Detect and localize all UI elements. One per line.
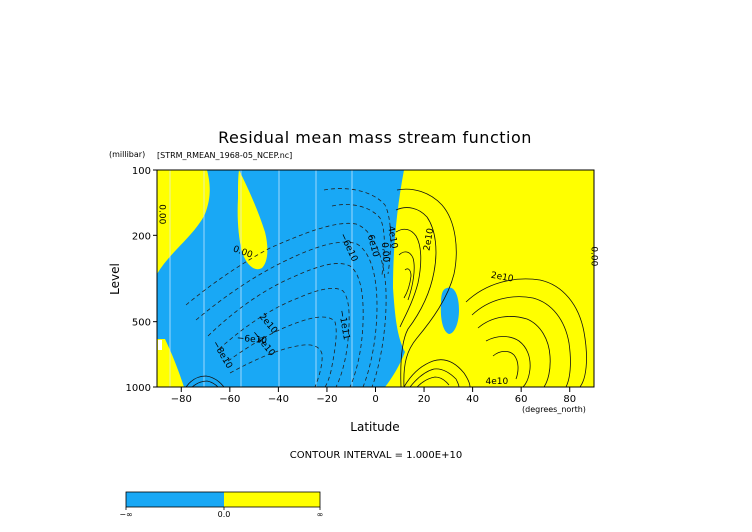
y-tick-label: 500 [132, 318, 151, 329]
northern-contour-5 [403, 268, 412, 299]
white-boundary-notch [158, 340, 162, 350]
colorbar-positive [224, 492, 320, 507]
northeastern-contour-2 [471, 296, 571, 387]
x-tick-label: −40 [268, 394, 289, 405]
x-unit-label: (degrees_north) [522, 405, 586, 414]
x-tick-label: 40 [466, 394, 479, 405]
northern-contour-3 [395, 228, 422, 328]
negative-north-cell [440, 287, 459, 334]
southern-dashed-contour-2 [195, 241, 378, 387]
southern-dashed-contour-5 [227, 316, 337, 387]
southern-dashed-contour-3 [207, 263, 364, 387]
northeastern-contour-3 [477, 316, 551, 387]
contour-label: 2e10 [422, 227, 436, 251]
equatorial-dashed-contour-1 [323, 188, 392, 275]
negative-fill-region [157, 170, 405, 387]
contour-field [157, 170, 594, 387]
chart-subtitle: [STRM_RMEAN_1968-05_NCEP.nc] [157, 151, 292, 160]
x-tick-label: −80 [171, 394, 192, 405]
colorbar-label-negative: −∞ [119, 510, 132, 519]
chart-title: Residual mean mass stream function [218, 128, 532, 147]
northern-contour-2 [395, 207, 437, 387]
surface-contour-2 [409, 368, 460, 387]
surface-contour-1 [403, 359, 471, 387]
northeastern-contour-5 [492, 350, 519, 380]
contour-label: 0.00 [156, 204, 166, 224]
contour-label: 4e10 [486, 377, 509, 387]
vertical-grid [169, 170, 353, 387]
southern-surface-contour-2 [191, 380, 219, 387]
y-tick-label: 1000 [126, 383, 151, 394]
x-axis: −80 −60 −40 −20 0 20 40 60 80 [171, 387, 576, 405]
northern-contour-1 [396, 188, 457, 387]
x-tick-label: −60 [219, 394, 240, 405]
contour-label: 4e10 [385, 225, 399, 249]
northeastern-contour-1 [465, 278, 587, 387]
northern-contour-4 [398, 251, 415, 301]
x-tick-label: 60 [515, 394, 528, 405]
y-tick-label: 100 [132, 166, 151, 177]
contour-lines [185, 188, 587, 387]
southern-dashed-contour-6 [229, 344, 323, 387]
colorbar-label-positive: ∞ [317, 510, 324, 519]
surface-contour-3 [416, 376, 450, 387]
y-axis-label: Level [108, 263, 122, 295]
x-tick-label: 20 [418, 394, 431, 405]
positive-upper-left-region [237, 170, 268, 270]
y-unit-label: (millibar) [109, 150, 145, 159]
x-axis-label: Latitude [350, 420, 399, 434]
contour-interval-note: CONTOUR INTERVAL = 1.000E+10 [290, 450, 462, 461]
x-tick-label: −20 [316, 394, 337, 405]
colorbar-label-zero: 0.0 [218, 510, 231, 519]
colorbar: −∞ 0.0 ∞ [119, 491, 324, 519]
colorbar-frame [125, 491, 321, 508]
contour-label: 2e10 [490, 271, 514, 285]
y-axis: 100 200 500 1000 [126, 166, 157, 394]
southern-dashed-contour-4 [218, 287, 350, 387]
y-tick-label: 200 [132, 231, 151, 242]
equatorial-dashed-contour-2 [331, 204, 385, 276]
contour-label: −6e10 [236, 334, 267, 347]
x-tick-label: 0 [372, 394, 378, 405]
contour-label: 0.00 [379, 242, 391, 263]
southern-dashed-contour-1 [185, 222, 387, 387]
x-tick-label: 80 [563, 394, 576, 405]
northeastern-contour-4 [485, 336, 531, 387]
colorbar-negative [126, 492, 224, 507]
southern-surface-contour-1 [185, 375, 225, 387]
